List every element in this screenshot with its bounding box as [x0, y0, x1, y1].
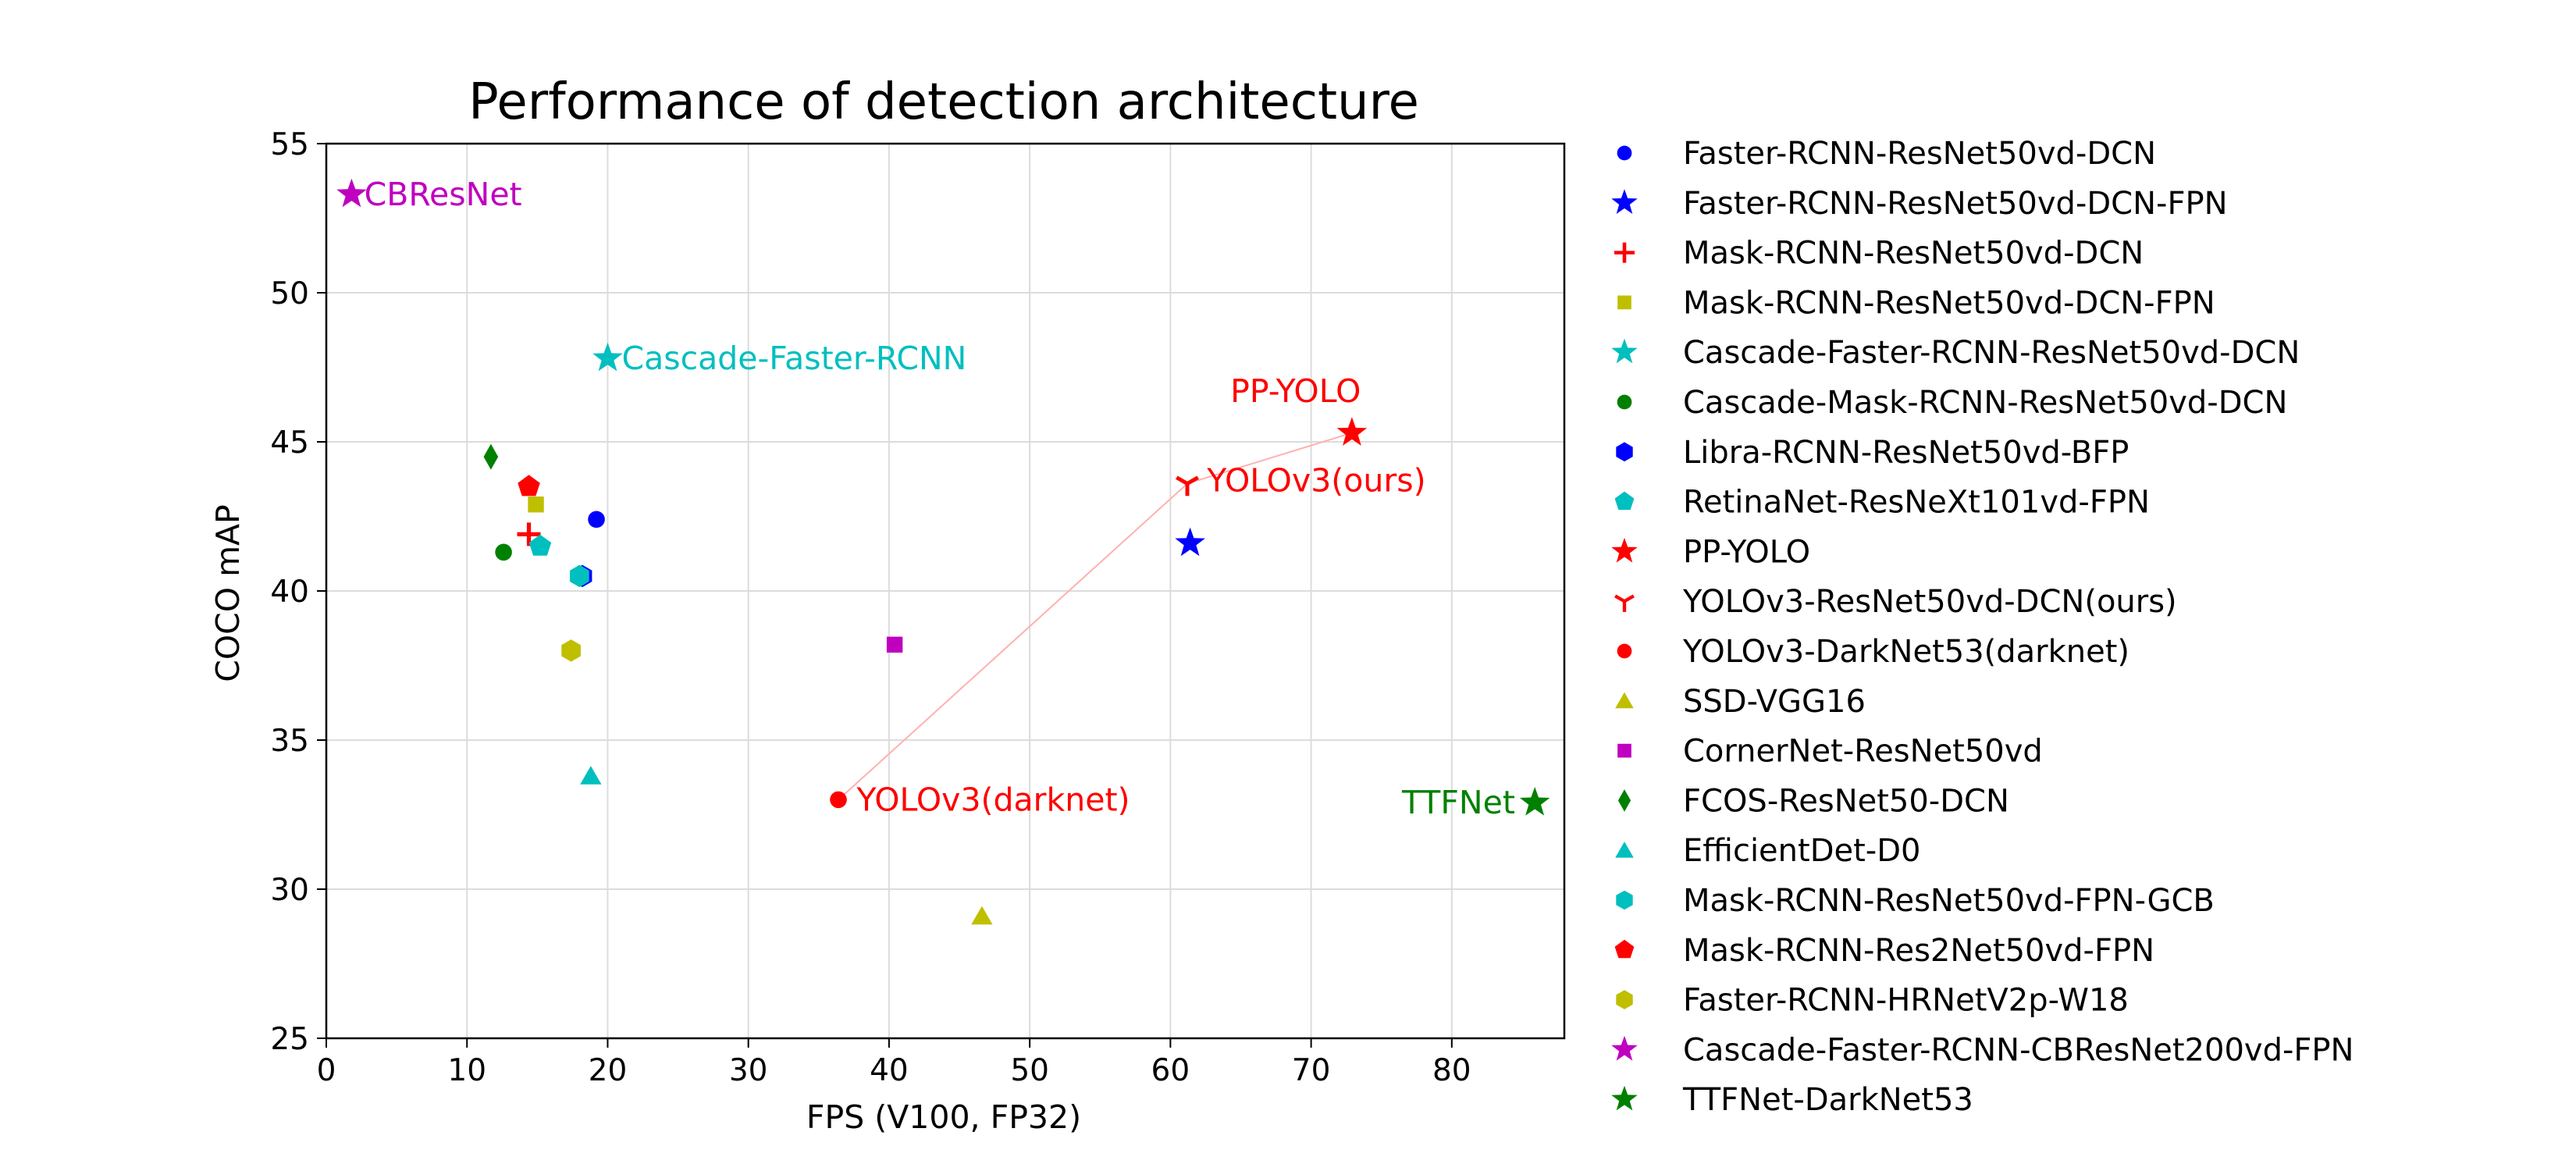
y-tick-label: 45 — [270, 425, 309, 461]
legend-entry-label: YOLOv3-ResNet50vd-DCN(ours) — [1682, 584, 2177, 620]
legend-marker — [1614, 594, 1635, 612]
legend-marker — [1617, 743, 1631, 758]
data-point — [528, 497, 544, 513]
legend-entry-label: RetinaNet-ResNeXt101vd-FPN — [1683, 485, 2150, 521]
data-point — [886, 636, 903, 653]
legend-entry-label: Cascade-Faster-RCNN-ResNet50vd-DCN — [1683, 335, 2300, 371]
data-point — [971, 906, 993, 925]
legend-marker — [1614, 491, 1635, 511]
annotation-label: CBResNet — [365, 176, 522, 213]
annotations: CBResNet Cascade-Faster-RCNN PP-YOLO YOLOv3… — [365, 176, 1515, 821]
legend-entry-label: Libra-RCNN-ResNet50vd-BFP — [1683, 435, 2129, 471]
x-tick-label: 70 — [1292, 1053, 1331, 1088]
legend-entry-label: Cascade-Faster-RCNN-CBResNet200vd-FPN — [1683, 1032, 2354, 1068]
legend-marker — [1611, 338, 1638, 364]
y-tick-label: 35 — [270, 724, 309, 759]
legend-marker — [1614, 939, 1635, 959]
legend-marker — [1615, 842, 1634, 858]
legend-marker — [1611, 189, 1638, 214]
legend-entry-label: YOLOv3-DarkNet53(darknet) — [1682, 634, 2129, 670]
legend-entry-label: PP-YOLO — [1683, 534, 1810, 570]
legend-entry-label: TTFNet-DarkNet53 — [1682, 1082, 1973, 1118]
y-tick-label: 50 — [270, 276, 309, 311]
data-point — [518, 475, 540, 497]
data-point — [580, 766, 602, 785]
data-point — [1519, 787, 1550, 816]
data-point — [830, 791, 847, 809]
data-point — [561, 639, 581, 662]
x-tick-label: 80 — [1432, 1053, 1471, 1088]
y-tick-label: 25 — [270, 1022, 309, 1057]
legend-marker — [1611, 1085, 1638, 1111]
legend-entry-label: Mask-RCNN-ResNet50vd-DCN-FPN — [1683, 285, 2215, 321]
x-tick-label: 0 — [317, 1053, 336, 1088]
legend-entry-label: SSD-VGG16 — [1683, 684, 1866, 720]
y-tick-label: 40 — [270, 575, 309, 610]
data-point — [588, 511, 605, 529]
data-point — [1336, 417, 1368, 446]
legend-entry-label: FCOS-ResNet50-DCN — [1683, 783, 2009, 819]
data-points — [336, 178, 1550, 925]
x-axis-label: FPS (V100, FP32) — [806, 1098, 1081, 1136]
x-tick-label: 30 — [729, 1053, 768, 1088]
axis-ticks: 0 10 20 30 40 50 60 70 80 25 30 35 40 45 50 55 — [270, 127, 1471, 1088]
legend-marker — [1616, 442, 1633, 462]
legend: Faster-RCNN-ResNet50vd-DCN Faster-RCNN-Re… — [1611, 136, 2354, 1118]
x-tick-label: 20 — [589, 1053, 628, 1088]
data-point — [570, 564, 589, 588]
legend-marker — [1617, 295, 1631, 310]
data-point — [528, 534, 552, 556]
annotation-label: Cascade-Faster-RCNN — [621, 340, 966, 377]
data-point — [495, 543, 512, 561]
legend-marker — [1617, 394, 1632, 410]
y-tick-label: 30 — [270, 873, 309, 908]
y-tick-label: 55 — [270, 127, 309, 162]
legend-marker — [1614, 242, 1635, 263]
legend-marker — [1615, 692, 1634, 709]
x-tick-label: 50 — [1010, 1053, 1049, 1088]
annotation-label: PP-YOLO — [1230, 372, 1361, 410]
annotation-label: YOLOv3(ours) — [1206, 462, 1425, 500]
legend-marker — [1617, 643, 1632, 659]
grid — [326, 143, 1564, 1039]
annotation-label: TTFNet — [1401, 784, 1515, 821]
legend-marker — [1611, 1035, 1638, 1061]
legend-marker — [1617, 789, 1631, 812]
y-axis-label: COCO mAP — [209, 504, 247, 682]
legend-entry-label: Faster-RCNN-ResNet50vd-DCN — [1683, 136, 2156, 172]
legend-marker — [1616, 990, 1633, 1009]
x-tick-label: 40 — [870, 1053, 909, 1088]
legend-entry-label: Faster-RCNN-HRNetV2p-W18 — [1683, 983, 2129, 1019]
x-tick-label: 10 — [447, 1053, 486, 1088]
data-point — [1175, 527, 1205, 557]
chart-title: Performance of detection architecture — [468, 73, 1419, 131]
legend-entry-label: EfficientDet-D0 — [1683, 833, 1920, 869]
data-point — [483, 443, 499, 470]
legend-entry-label: Mask-RCNN-ResNet50vd-FPN-GCB — [1683, 883, 2215, 919]
legend-entry-label: Faster-RCNN-ResNet50vd-DCN-FPN — [1683, 186, 2228, 222]
legend-entry-label: Mask-RCNN-ResNet50vd-DCN — [1683, 236, 2144, 272]
annotation-label: YOLOv3(darknet) — [856, 781, 1130, 818]
data-point — [592, 342, 623, 372]
legend-entry-label: Cascade-Mask-RCNN-ResNet50vd-DCN — [1683, 385, 2287, 421]
legend-entry-label: CornerNet-ResNet50vd — [1683, 734, 2043, 770]
data-point — [336, 178, 367, 208]
legend-marker — [1617, 145, 1632, 161]
legend-marker — [1616, 890, 1633, 910]
legend-marker — [1611, 537, 1638, 563]
data-point — [1176, 475, 1199, 497]
x-tick-label: 60 — [1151, 1053, 1190, 1088]
legend-entry-label: Mask-RCNN-Res2Net50vd-FPN — [1683, 933, 2154, 969]
data-point — [517, 522, 541, 546]
